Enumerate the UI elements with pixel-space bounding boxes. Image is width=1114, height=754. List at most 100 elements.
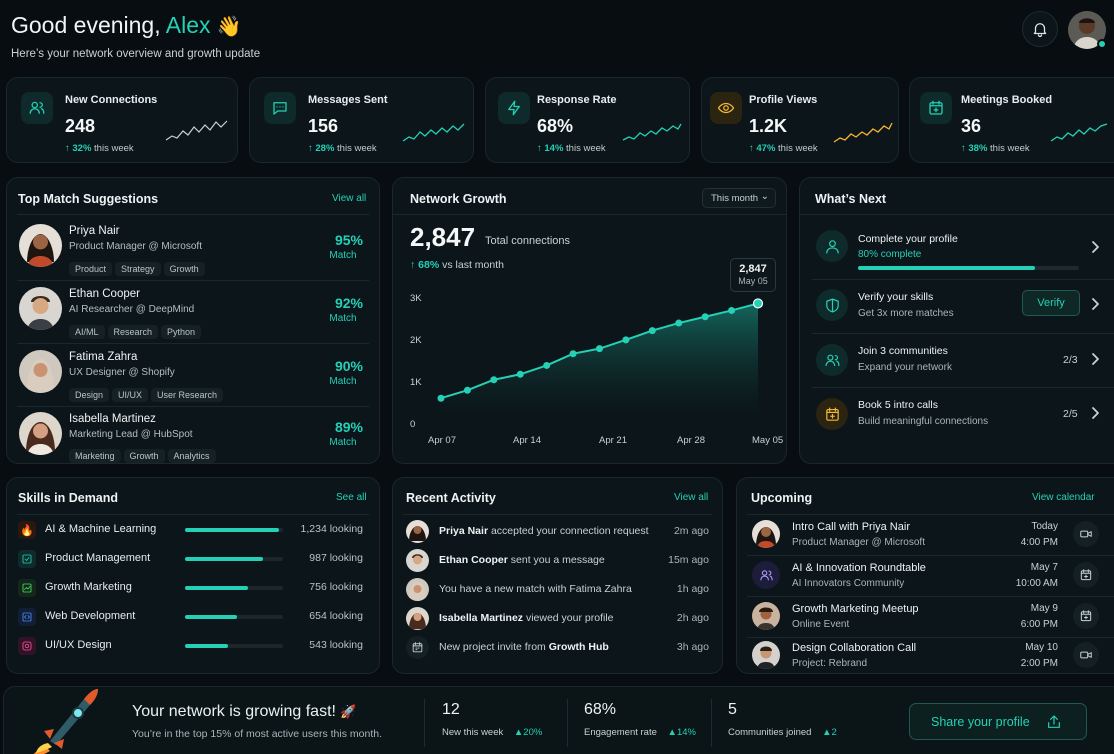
skill-bar-fill	[185, 528, 280, 532]
sparkline	[1050, 123, 1108, 142]
avatar	[19, 224, 62, 267]
banner-stat: 68% Engagement rate ▲14%	[584, 701, 714, 738]
activity-time: 15m ago	[668, 554, 709, 566]
event-row[interactable]: Growth Marketing Meetup Online Event May…	[737, 597, 1114, 637]
data-point[interactable]	[437, 394, 445, 402]
video-icon[interactable]	[1073, 642, 1099, 668]
skill-count: 543 looking	[309, 639, 363, 651]
skill-row[interactable]: Web Development 654 looking	[7, 605, 381, 633]
skill-bar-fill	[185, 615, 237, 619]
avatar	[406, 549, 429, 572]
match-row[interactable]: Fatima Zahra UX Designer @ Shopify Desig…	[7, 344, 381, 406]
tag: Research	[107, 325, 159, 339]
view-calendar-link[interactable]: View calendar	[1032, 492, 1095, 503]
profile-avatar[interactable]	[1068, 11, 1106, 49]
data-point[interactable]	[648, 327, 656, 335]
data-point[interactable]	[596, 345, 603, 353]
banner-stat-change: 20%	[523, 727, 543, 738]
calendar-plus-icon[interactable]	[1073, 562, 1099, 588]
x-tick-label: Apr 21	[599, 435, 627, 446]
tag: Marketing	[69, 449, 121, 463]
banner-stat-label: New this week	[442, 727, 504, 738]
skill-row[interactable]: 🔥 AI & Machine Learning 1,234 looking	[7, 518, 381, 546]
stat-label: Response Rate	[537, 94, 617, 106]
activity-text: Isabella Martinez viewed your profile	[439, 612, 614, 624]
next-item-count: 2/5	[1063, 408, 1078, 420]
next-item-verify-skills[interactable]: Verify your skills Get 3x more matches V…	[800, 280, 1114, 333]
x-tick-label: Apr 07	[428, 435, 456, 446]
data-point[interactable]	[490, 376, 498, 384]
data-point[interactable]	[463, 386, 471, 394]
skill-bar-fill	[185, 586, 248, 590]
see-all-link[interactable]: See all	[336, 492, 367, 503]
calendar-plus-icon[interactable]	[1073, 603, 1099, 629]
total-connections-value: 2,847	[410, 222, 476, 252]
upcoming-panel: Upcoming View calendar Intro Call with P…	[736, 477, 1114, 674]
sparkline	[833, 122, 893, 143]
event-row[interactable]: Design Collaboration Call Project: Rebra…	[737, 638, 1114, 674]
view-all-link[interactable]: View all	[332, 193, 367, 204]
tooltip-date: May 05	[738, 276, 768, 286]
data-point[interactable]	[622, 336, 630, 344]
data-point[interactable]	[728, 306, 736, 314]
stat-card-meetings-booked[interactable]: Meetings Booked 36 ↑ 38% this week	[909, 77, 1114, 163]
next-item-book-calls[interactable]: Book 5 intro calls Build meaningful conn…	[800, 388, 1114, 443]
activity-row[interactable]: New project invite from Growth Hub 3h ag…	[393, 634, 724, 662]
stat-card-messages-sent[interactable]: Messages Sent 156 ↑ 28% this week	[249, 77, 474, 163]
share-profile-label: Share your profile	[931, 715, 1030, 729]
event-day: Today	[1031, 521, 1058, 532]
skill-row[interactable]: Growth Marketing 756 looking	[7, 576, 381, 604]
notification-button[interactable]	[1022, 11, 1058, 47]
stat-change: ↑ 47% this week	[749, 143, 818, 154]
up-triangle-icon: ▲	[822, 727, 832, 738]
activity-row[interactable]: Priya Nair accepted your connection requ…	[393, 518, 724, 546]
rocket-icon	[33, 689, 98, 754]
y-tick-label: 3K	[410, 293, 422, 304]
match-row[interactable]: Ethan Cooper AI Researcher @ DeepMind AI…	[7, 281, 381, 343]
event-row[interactable]: AI & Innovation Roundtable AI Innovators…	[737, 556, 1114, 596]
greeting: Good evening, Alex 👋	[11, 12, 242, 39]
event-row[interactable]: Intro Call with Priya Nair Product Manag…	[737, 515, 1114, 555]
activity-row[interactable]: Isabella Martinez viewed your profile 2h…	[393, 605, 724, 633]
skill-count: 987 looking	[309, 552, 363, 564]
panel-title: Skills in Demand	[18, 491, 119, 505]
tag: Product	[69, 262, 113, 276]
change-value: 47%	[756, 143, 776, 154]
next-item-join-communities[interactable]: Join 3 communities Expand your network 2…	[800, 334, 1114, 387]
data-point[interactable]	[569, 350, 577, 358]
skill-name: Web Development	[45, 610, 136, 622]
skill-name: Product Management	[45, 552, 151, 564]
match-row[interactable]: Isabella Martinez Marketing Lead @ HubSp…	[7, 407, 381, 463]
data-point[interactable]	[516, 370, 524, 378]
verify-button[interactable]: Verify	[1022, 290, 1080, 316]
data-point[interactable]	[543, 361, 551, 369]
activity-row[interactable]: You have a new match with Fatima Zahra 1…	[393, 576, 724, 604]
skill-row[interactable]: UI/UX Design 543 looking	[7, 634, 381, 662]
avatar	[19, 350, 62, 393]
stat-card-new-connections[interactable]: New Connections 248 ↑ 32% this week	[6, 77, 238, 163]
stat-card-response-rate[interactable]: Response Rate 68% ↑ 14% this week	[485, 77, 690, 163]
data-point[interactable]	[675, 319, 683, 327]
growth-chart: 3K 2K 1K 0 Apr 07 Apr 14 Apr 21 Apr 28 May 05	[410, 293, 783, 446]
shield-icon	[816, 289, 848, 321]
share-profile-button[interactable]: Share your profile	[909, 703, 1087, 740]
data-point[interactable]	[701, 313, 709, 321]
stat-change: ↑ 28% this week	[308, 143, 377, 154]
next-item-complete-profile[interactable]: Complete your profile 80% complete	[800, 215, 1114, 279]
profile-progress-fill	[858, 266, 1035, 270]
match-row[interactable]: Priya Nair Product Manager @ Microsoft P…	[7, 218, 381, 280]
activity-row[interactable]: Ethan Cooper sent you a message 15m ago	[393, 547, 724, 575]
video-icon[interactable]	[1073, 521, 1099, 547]
skills-panel: Skills in Demand See all 🔥 AI & Machine …	[6, 477, 380, 674]
period-dropdown[interactable]: This month ⌄	[702, 188, 776, 208]
panel-title: Network Growth	[410, 192, 507, 206]
data-point[interactable]	[752, 298, 764, 309]
trend-icon	[18, 579, 36, 597]
view-all-link[interactable]: View all	[674, 492, 709, 503]
stat-value: 36	[961, 116, 982, 136]
skill-row[interactable]: Product Management 987 looking	[7, 547, 381, 575]
avatar	[752, 602, 780, 630]
match-suggestions-panel: Top Match Suggestions View all Priya Nai…	[6, 177, 380, 464]
next-item-title: Book 5 intro calls	[858, 399, 938, 411]
stat-card-profile-views[interactable]: Profile Views 1.2K ↑ 47% this week	[701, 77, 899, 163]
